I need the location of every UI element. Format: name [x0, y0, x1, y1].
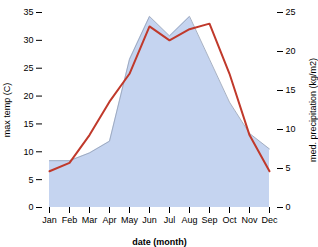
svg-text:30: 30: [23, 35, 33, 45]
svg-text:Apr: Apr: [102, 215, 116, 225]
svg-text:Sep: Sep: [201, 215, 217, 225]
svg-text:Jul: Jul: [164, 215, 176, 225]
svg-text:Mar: Mar: [82, 215, 98, 225]
svg-text:15: 15: [23, 119, 33, 129]
svg-text:5: 5: [286, 163, 291, 173]
svg-text:max temp (C): max temp (C): [2, 83, 12, 138]
svg-text:25: 25: [286, 7, 296, 17]
svg-text:Aug: Aug: [181, 215, 197, 225]
svg-text:Dec: Dec: [261, 215, 278, 225]
svg-text:May: May: [121, 215, 139, 225]
svg-text:Nov: Nov: [241, 215, 258, 225]
svg-text:20: 20: [23, 91, 33, 101]
svg-text:med. precipitation (kg/m2): med. precipitation (kg/m2): [308, 58, 318, 162]
svg-text:Feb: Feb: [62, 215, 78, 225]
svg-text:Jun: Jun: [142, 215, 157, 225]
svg-text:20: 20: [286, 46, 296, 56]
svg-text:0: 0: [28, 202, 33, 212]
svg-text:0: 0: [286, 202, 291, 212]
svg-text:date (month): date (month): [132, 237, 187, 247]
svg-text:10: 10: [286, 124, 296, 134]
svg-text:Oct: Oct: [222, 215, 237, 225]
svg-text:5: 5: [28, 175, 33, 185]
svg-text:Jan: Jan: [42, 215, 57, 225]
svg-text:10: 10: [23, 147, 33, 157]
svg-text:15: 15: [286, 85, 296, 95]
svg-text:35: 35: [23, 7, 33, 17]
svg-text:25: 25: [23, 63, 33, 73]
